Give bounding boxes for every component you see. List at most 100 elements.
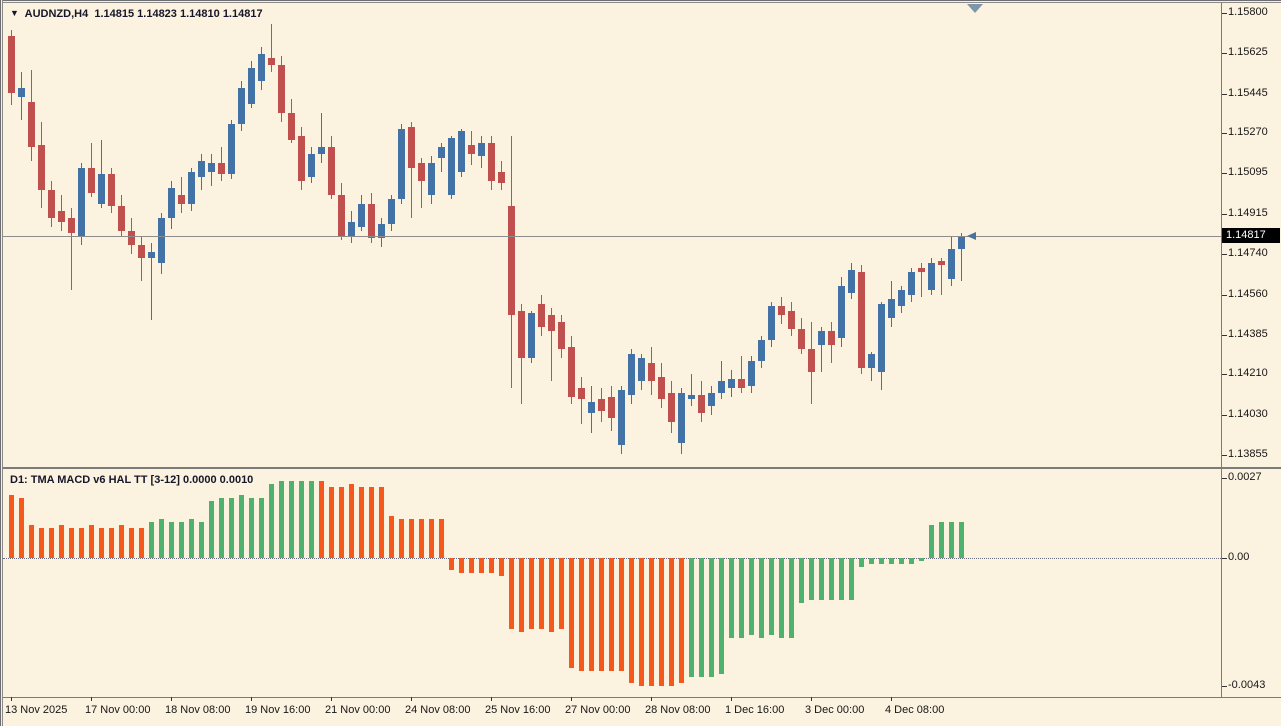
candle — [108, 174, 115, 206]
candle — [848, 270, 855, 293]
macd-histogram-bar — [589, 558, 594, 671]
macd-histogram-bar — [109, 528, 114, 558]
candle — [528, 313, 535, 358]
candle — [358, 204, 365, 227]
macd-histogram-bar — [529, 558, 534, 629]
macd-histogram-bar — [639, 558, 644, 686]
macd-histogram-bar — [89, 525, 94, 558]
candle — [338, 195, 345, 236]
candle — [748, 361, 755, 386]
price-axis-tick — [1222, 214, 1227, 215]
macd-histogram-bar — [99, 528, 104, 558]
candle — [738, 379, 745, 388]
price-axis-separator — [1221, 3, 1222, 697]
candle — [118, 206, 125, 231]
candle — [488, 143, 495, 181]
time-axis-label: 27 Nov 00:00 — [565, 704, 631, 716]
candle — [318, 147, 325, 154]
macd-histogram-bar — [679, 558, 684, 683]
macd-histogram-bar — [279, 481, 284, 558]
candle — [928, 263, 935, 290]
macd-histogram-bar — [839, 558, 844, 600]
indicator-header: D1: TMA MACD v6 HAL TT [3-12] 0.0000 0.0… — [10, 474, 254, 486]
candle — [958, 236, 965, 249]
price-axis-label: 1.15270 — [1228, 126, 1268, 138]
macd-histogram-bar — [269, 484, 274, 558]
candle — [38, 145, 45, 190]
macd-histogram-bar — [379, 487, 384, 558]
macd-histogram-bar — [199, 522, 204, 558]
macd-histogram-bar — [809, 558, 814, 600]
candle — [398, 129, 405, 199]
candle — [378, 224, 385, 238]
candle — [498, 172, 505, 183]
candle — [948, 249, 955, 279]
candle-wick — [921, 263, 922, 297]
candle — [18, 88, 25, 97]
macd-histogram-bar — [829, 558, 834, 600]
current-price-badge: 1.14817 — [1222, 228, 1280, 243]
candle — [308, 154, 315, 177]
macd-axis-label: 0.0027 — [1228, 471, 1262, 483]
candle — [898, 290, 905, 306]
macd-histogram-bar — [49, 528, 54, 558]
candle — [138, 245, 145, 258]
macd-axis-label: -0.0043 — [1228, 679, 1266, 691]
time-axis-tick — [491, 697, 492, 701]
price-axis-tick — [1222, 133, 1227, 134]
macd-histogram-bar — [599, 558, 604, 671]
price-axis-label: 1.15095 — [1228, 166, 1268, 178]
candle — [418, 163, 425, 181]
macd-histogram-bar — [649, 558, 654, 686]
macd-histogram-bar — [319, 481, 324, 558]
price-axis-tick — [1222, 374, 1227, 375]
time-axis-tick — [411, 697, 412, 701]
macd-axis-tick — [1222, 686, 1227, 687]
macd-histogram-bar — [729, 558, 734, 638]
candle-wick — [141, 236, 142, 281]
macd-histogram-bar — [329, 487, 334, 558]
macd-histogram-bar — [779, 558, 784, 638]
macd-histogram-bar — [39, 528, 44, 558]
candle — [508, 206, 515, 315]
candle — [228, 124, 235, 174]
time-axis-tick — [331, 697, 332, 701]
price-axis-label: 1.14210 — [1228, 367, 1268, 379]
macd-histogram-bar — [889, 558, 894, 564]
candle — [608, 397, 615, 418]
macd-histogram-bar — [79, 528, 84, 558]
chart-shift-icon[interactable] — [967, 4, 983, 13]
candle — [178, 195, 185, 204]
macd-axis-tick — [1222, 558, 1227, 559]
macd-histogram-bar — [19, 498, 24, 558]
candle — [538, 304, 545, 327]
time-axis-label: 1 Dec 16:00 — [725, 704, 785, 716]
symbol-label: AUDNZD,H4 — [24, 8, 89, 20]
current-price-line — [3, 236, 1221, 237]
main-chart-pane[interactable] — [3, 3, 1221, 467]
ohlc-close: 1.14817 — [222, 8, 263, 20]
ohlc-high: 1.14823 — [137, 8, 177, 20]
candle — [888, 299, 895, 318]
pane-splitter[interactable] — [0, 467, 1281, 469]
candle-wick — [821, 327, 822, 372]
candle — [298, 136, 305, 181]
macd-histogram-bar — [449, 558, 454, 570]
macd-histogram-bar — [469, 558, 474, 573]
macd-histogram-bar — [339, 487, 344, 558]
macd-histogram-bar — [499, 558, 504, 576]
macd-indicator-pane[interactable] — [3, 469, 1221, 697]
candle — [128, 231, 135, 245]
candle — [148, 252, 155, 258]
price-axis-tick — [1222, 254, 1227, 255]
candle — [638, 358, 645, 381]
price-pointer-icon — [967, 232, 976, 240]
macd-histogram-bar — [759, 558, 764, 638]
candle — [728, 379, 735, 388]
candle — [368, 204, 375, 238]
candle — [658, 377, 665, 399]
symbol-dropdown-icon[interactable]: ▼ — [10, 8, 19, 18]
macd-histogram-bar — [819, 558, 824, 600]
macd-histogram-bar — [299, 481, 304, 558]
macd-histogram-bar — [619, 558, 624, 671]
